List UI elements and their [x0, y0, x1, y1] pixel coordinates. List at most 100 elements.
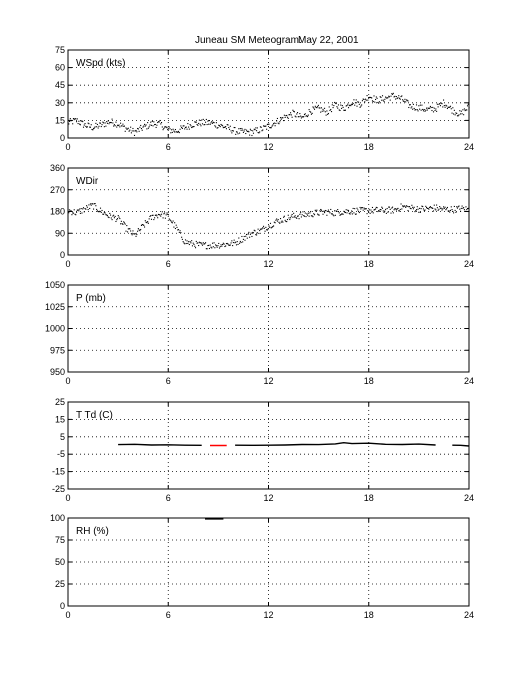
data-point	[452, 107, 454, 109]
data-point	[290, 112, 292, 114]
data-point	[400, 96, 402, 98]
data-point	[364, 98, 367, 100]
data-point	[458, 114, 460, 116]
data-point	[314, 209, 316, 211]
data-point	[381, 207, 384, 209]
data-point	[391, 207, 393, 209]
data-point	[415, 210, 417, 212]
data-point	[225, 125, 227, 128]
data-point	[317, 214, 319, 216]
data-point	[184, 128, 186, 130]
data-point	[172, 128, 174, 130]
data-point	[293, 111, 295, 113]
data-point	[385, 96, 387, 98]
data-point	[424, 209, 426, 211]
data-point	[243, 130, 245, 132]
data-point	[145, 221, 147, 223]
data-point	[382, 210, 384, 212]
data-point	[102, 121, 104, 123]
data-point	[126, 128, 129, 130]
data-point	[112, 122, 114, 124]
data-point	[69, 209, 71, 211]
data-point	[195, 240, 197, 242]
data-point	[321, 110, 323, 112]
y-tick-label: 75	[55, 45, 65, 55]
data-point	[395, 98, 397, 100]
data-point	[106, 215, 109, 217]
data-point	[348, 105, 350, 107]
data-point	[347, 103, 349, 105]
data-point	[202, 118, 204, 120]
panel-label: RH (%)	[76, 526, 109, 537]
data-point	[186, 240, 188, 242]
data-point	[365, 208, 367, 210]
data-point	[293, 110, 295, 112]
data-point	[105, 214, 107, 216]
data-point	[215, 122, 217, 124]
data-point	[363, 207, 365, 209]
data-point	[163, 213, 165, 215]
data-point	[92, 128, 95, 130]
data-point	[390, 212, 392, 214]
data-point	[77, 209, 79, 211]
data-point	[236, 131, 238, 133]
data-point	[218, 242, 220, 244]
data-point	[294, 115, 296, 117]
data-point	[138, 130, 140, 132]
data-point	[135, 129, 137, 132]
data-point	[174, 131, 176, 133]
data-point	[368, 211, 370, 213]
data-point	[157, 121, 159, 123]
data-point	[101, 124, 103, 126]
x-tick-label: 18	[364, 259, 374, 269]
data-point	[277, 122, 279, 124]
data-point	[79, 212, 81, 214]
data-point	[281, 117, 283, 119]
data-point	[273, 225, 275, 227]
data-point	[450, 206, 452, 208]
data-point	[209, 244, 211, 246]
data-point	[268, 123, 270, 125]
y-tick-label: 90	[55, 228, 65, 238]
data-point	[325, 210, 327, 212]
data-point	[322, 108, 324, 110]
data-point	[446, 206, 448, 209]
data-point	[234, 242, 236, 244]
data-point	[162, 129, 164, 131]
data-point	[241, 235, 243, 238]
data-point	[300, 216, 302, 218]
data-point	[167, 213, 169, 215]
data-point	[393, 209, 395, 211]
data-point	[329, 109, 331, 111]
data-point	[76, 118, 78, 120]
data-point	[303, 116, 305, 118]
data-point	[150, 215, 152, 217]
data-point	[415, 209, 418, 211]
data-point	[189, 124, 191, 126]
data-point	[155, 126, 157, 128]
data-point	[312, 106, 314, 108]
data-point	[375, 98, 377, 101]
data-point	[363, 98, 365, 101]
data-point	[139, 126, 141, 128]
data-point	[344, 109, 346, 111]
x-tick-label: 24	[464, 259, 474, 269]
data-point	[222, 242, 224, 244]
data-point	[334, 210, 336, 212]
data-point	[201, 123, 204, 125]
data-point	[107, 120, 109, 122]
data-point	[266, 128, 268, 130]
series-line-0	[118, 441, 470, 447]
data-point	[75, 214, 77, 216]
data-point	[394, 95, 396, 97]
data-point	[78, 120, 80, 122]
panel-2: 950 975 1000 1025 1050 0 6 12 18 24 P (mb)	[45, 280, 474, 386]
data-point	[67, 209, 69, 211]
data-point	[210, 246, 212, 248]
data-point	[255, 234, 257, 236]
y-tick-label: 270	[50, 185, 65, 195]
data-point	[366, 95, 368, 97]
data-point	[231, 240, 233, 242]
data-point	[461, 205, 463, 207]
